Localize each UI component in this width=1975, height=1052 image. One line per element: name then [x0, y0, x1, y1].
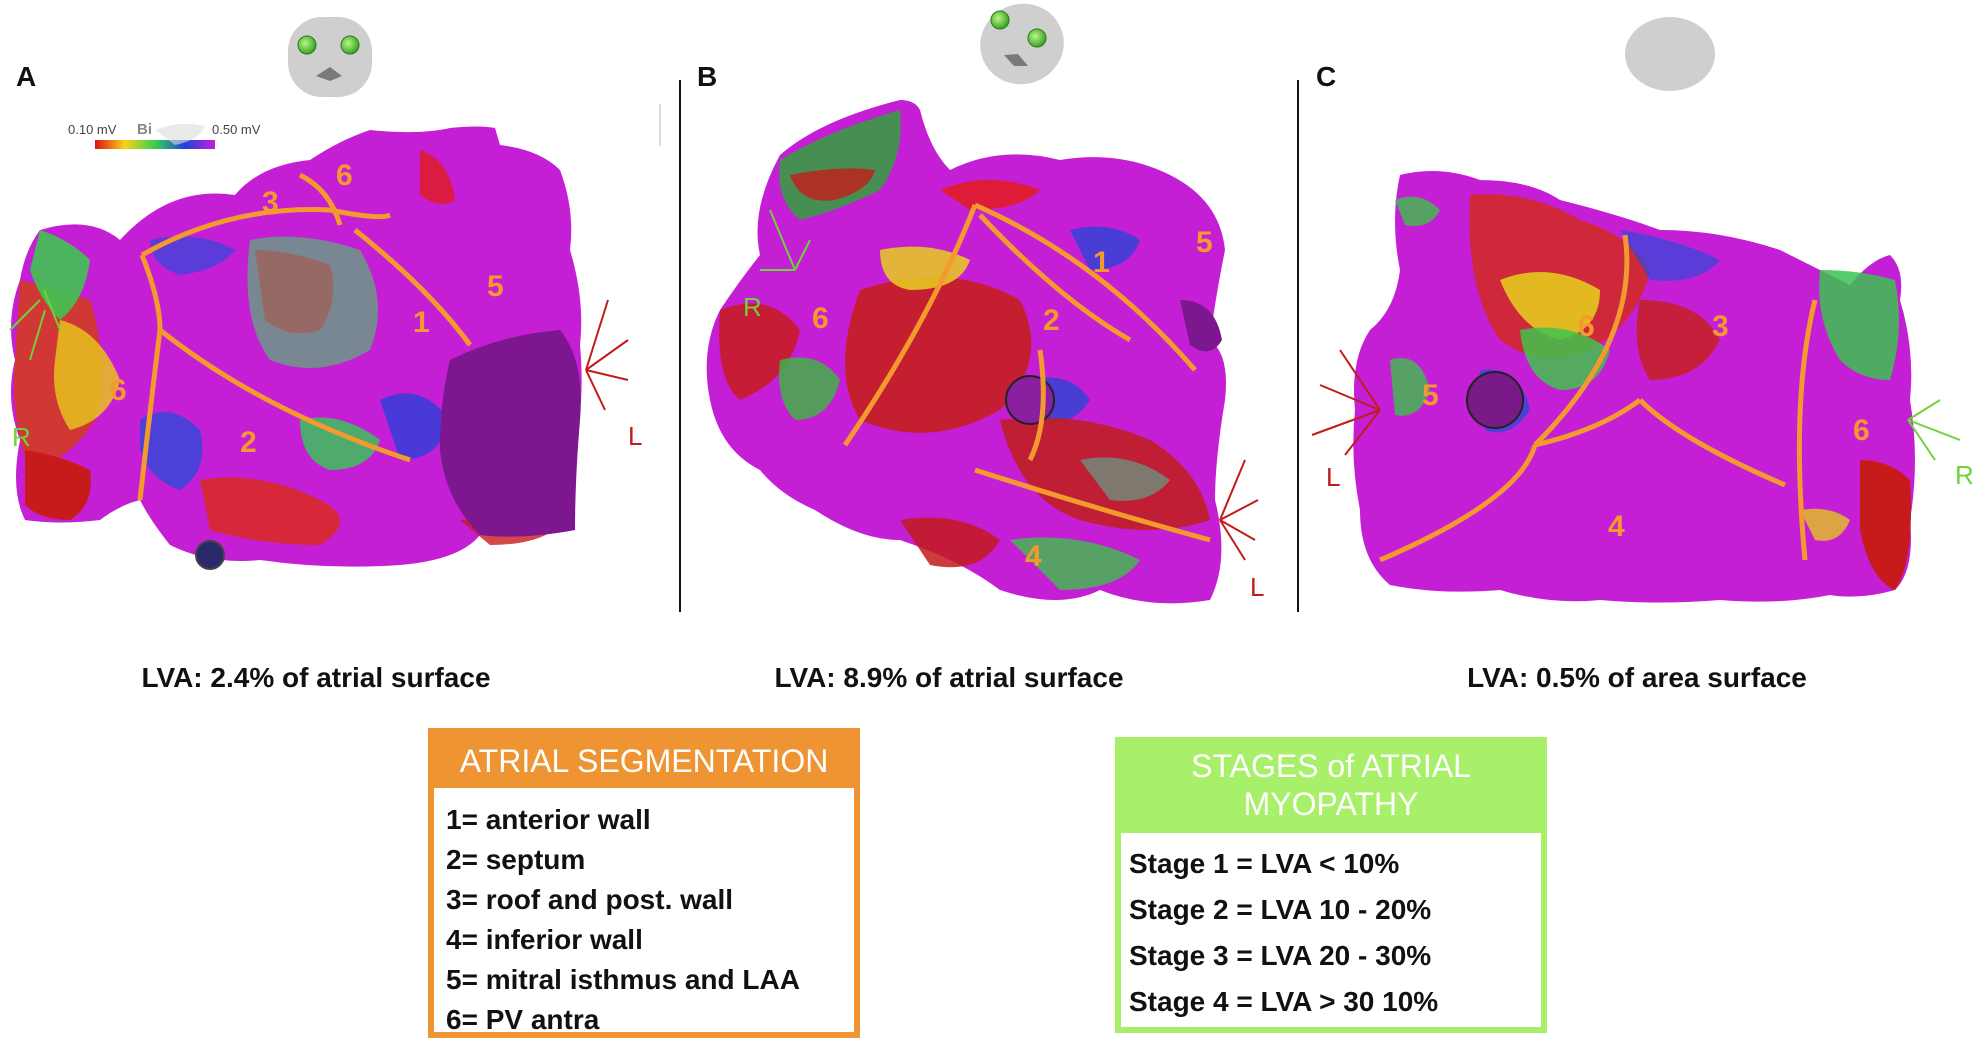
atrial-segmentation-box: ATRIAL SEGMENTATION 1= anterior wall 2= … [428, 728, 860, 1038]
segmentation-item: 6= PV antra [446, 1004, 600, 1035]
marker-r-b [760, 209, 811, 271]
orientation-head-a-icon [288, 17, 372, 97]
voltage-legend-bar [95, 140, 215, 149]
voltage-legend: 0.10 mV Bi 0.50 mV [68, 121, 261, 149]
segment-label: 6 [1578, 310, 1595, 343]
segment-label: 6 [110, 374, 127, 407]
segment-label: 4 [1608, 510, 1625, 543]
atrial-segmentation-list: 1= anterior wall 2= septum 3= roof and p… [434, 788, 854, 1052]
segment-label: 3 [1712, 310, 1729, 343]
marker-r-label-c: R [1955, 460, 1974, 490]
segmentation-item: 1= anterior wall [446, 804, 651, 835]
marker-l-c [1311, 349, 1381, 456]
stage-item: Stage 1 = LVA < 10% [1129, 848, 1400, 879]
orientation-head-b-icon [980, 3, 1064, 85]
marker-l-label-c: L [1326, 462, 1340, 492]
segmentation-item: 3= roof and post. wall [446, 884, 734, 915]
myopathy-stages-list: Stage 1 = LVA < 10% Stage 2 = LVA 10 - 2… [1121, 833, 1541, 1033]
segment-label: 2 [1043, 304, 1060, 337]
segmentation-item: 2= septum [446, 844, 586, 875]
marker-r-a [9, 289, 61, 361]
marker-l-a [585, 299, 629, 411]
segment-label: 6 [1853, 414, 1870, 447]
myopathy-stages-box: STAGES of ATRIAL MYOPATHY Stage 1 = LVA … [1115, 737, 1547, 1033]
marker-l-b [1219, 459, 1259, 561]
atrial-map-a [11, 123, 582, 570]
segment-label: 2 [240, 426, 257, 459]
lva-caption-c: LVA: 0.5% of area surface [1467, 662, 1807, 693]
orientation-head-c-icon [1625, 17, 1715, 91]
segmentation-item: 5= mitral isthmus and LAA [446, 964, 800, 995]
marker-r-label-b: R [743, 292, 762, 322]
legend-min-label: 0.10 mV [68, 122, 117, 137]
panel-letter-a: A [16, 61, 36, 92]
panel-letter-c: C [1316, 61, 1336, 92]
segment-label: 5 [1196, 226, 1213, 259]
panel-letter-b: B [697, 61, 717, 92]
segment-lines-a [137, 172, 473, 501]
marker-r-label-a: R [12, 422, 31, 452]
legend-mode-label: Bi [137, 121, 152, 138]
lva-caption-b: LVA: 8.9% of atrial surface [774, 662, 1124, 693]
segment-label: 6 [812, 302, 829, 335]
segment-label: 3 [262, 186, 279, 219]
segment-label: 4 [1025, 540, 1042, 573]
segment-label: 1 [413, 306, 430, 339]
segment-label: 1 [1093, 246, 1110, 279]
legend-max-label: 0.50 mV [212, 122, 261, 137]
segment-lines-c [1379, 234, 1818, 563]
stage-item: Stage 2 = LVA 10 - 20% [1129, 894, 1432, 925]
marker-r-c [1907, 399, 1961, 461]
segment-label: 5 [1422, 379, 1439, 412]
atrial-segmentation-title: ATRIAL SEGMENTATION [434, 734, 854, 788]
segment-label: 5 [487, 270, 504, 303]
segment-label: 6 [336, 159, 353, 192]
stage-item: Stage 4 = LVA > 30 10% [1129, 986, 1439, 1017]
marker-l-label-a: L [628, 421, 642, 451]
atrial-map-b [706, 100, 1226, 604]
marker-l-label-b: L [1250, 572, 1264, 602]
segment-lines-b [842, 202, 1211, 543]
segmentation-item: 4= inferior wall [446, 924, 643, 955]
lva-caption-a: LVA: 2.4% of atrial surface [141, 662, 491, 693]
stage-item: Stage 3 = LVA 20 - 30% [1129, 940, 1432, 971]
myopathy-stages-title: STAGES of ATRIAL MYOPATHY [1121, 743, 1541, 833]
